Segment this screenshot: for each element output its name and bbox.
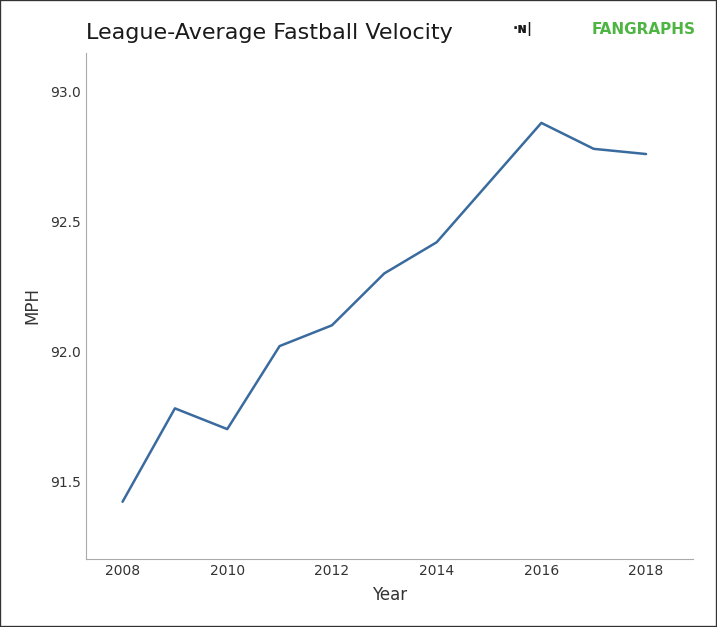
Y-axis label: MPH: MPH	[24, 287, 42, 324]
Text: ·ɴ|: ·ɴ|	[513, 22, 533, 36]
Text: League-Average Fastball Velocity: League-Average Fastball Velocity	[86, 23, 452, 43]
X-axis label: Year: Year	[372, 586, 407, 604]
Text: FANGRAPHS: FANGRAPHS	[592, 22, 695, 37]
